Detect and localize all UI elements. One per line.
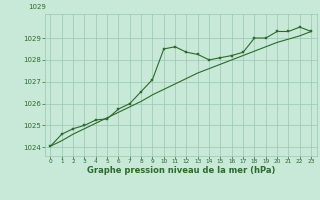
X-axis label: Graphe pression niveau de la mer (hPa): Graphe pression niveau de la mer (hPa) [87, 166, 275, 175]
Text: 1029: 1029 [28, 4, 46, 10]
